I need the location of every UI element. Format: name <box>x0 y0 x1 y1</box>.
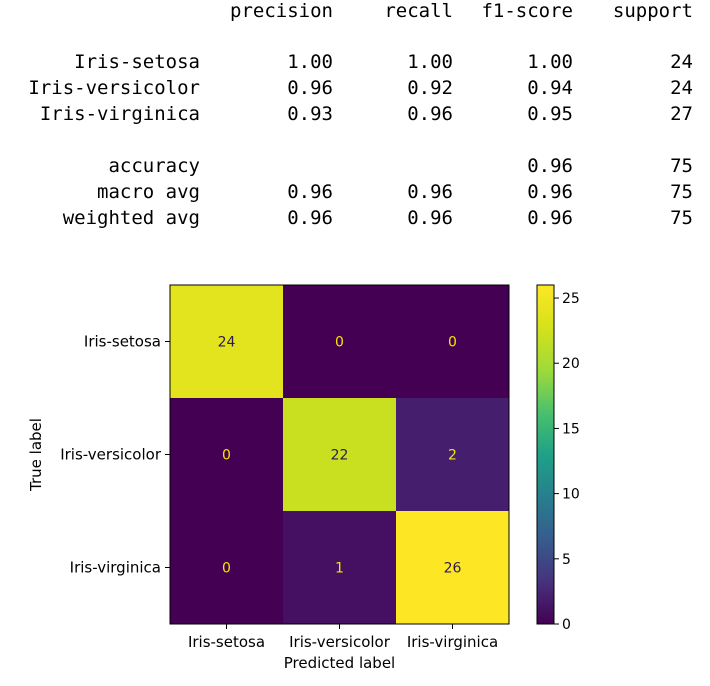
report-summary-recall: 0.96 <box>407 181 453 203</box>
y-tick-label: Iris-versicolor <box>60 446 162 464</box>
report-header-recall: recall <box>384 0 453 22</box>
y-axis-label: True label <box>27 418 45 492</box>
x-tick-label: Iris-setosa <box>188 633 265 651</box>
colorbar-tick-label: 5 <box>562 552 571 568</box>
colorbar-tick-label: 15 <box>562 421 580 437</box>
report-summary-label: weighted avg <box>62 207 200 229</box>
x-axis-label: Predicted label <box>284 654 395 672</box>
heatmap-cell <box>396 285 509 398</box>
report-row-label: Iris-virginica <box>39 103 200 125</box>
y-tick-label: Iris-virginica <box>70 559 161 577</box>
heatmap-cell-value: 0 <box>222 448 231 464</box>
heatmap-cell <box>283 511 396 624</box>
x-axis-ticks: Iris-setosa Iris-versicolor Iris-virginica <box>188 624 498 651</box>
confusion-matrix-chart: 24 0 00 22 20 1 26 Iris-setosa Iris-versicolor I… <box>27 284 580 672</box>
heatmap-cell <box>283 285 396 398</box>
report-row-label: Iris-versicolor <box>28 77 200 99</box>
colorbar-tick-label: 10 <box>562 487 580 503</box>
report-summary-support: 75 <box>670 181 693 203</box>
heatmap-cell-value: 2 <box>448 448 457 464</box>
report-row-f1: 1.00 <box>527 51 573 73</box>
report-summary-recall: 0.96 <box>407 207 453 229</box>
classification-report: precision recall f1-score support Iris-setos… <box>0 0 710 240</box>
report-summary-precision: 0.96 <box>287 181 333 203</box>
report-row-f1: 0.94 <box>527 77 573 99</box>
heatmap-cell-value: 26 <box>444 561 462 577</box>
report-row-recall: 1.00 <box>407 51 453 73</box>
report-row-support: 27 <box>670 103 693 125</box>
heatmap-cell <box>396 398 509 511</box>
report-row-label: Iris-setosa <box>74 51 200 73</box>
report-row-f1: 0.95 <box>527 103 573 125</box>
heatmap-cell-value: 22 <box>331 448 349 464</box>
report-header-f1-score: f1-score <box>481 0 573 22</box>
report-header-precision: precision <box>230 0 333 22</box>
heatmap-cell <box>170 511 283 624</box>
report-summary-f1: 0.96 <box>527 155 573 177</box>
report-summary-support: 75 <box>670 207 693 229</box>
report-row-support: 24 <box>670 77 693 99</box>
report-summary-f1: 0.96 <box>527 207 573 229</box>
heatmap-cell-value: 24 <box>218 335 236 351</box>
report-summary-label: macro avg <box>97 181 200 203</box>
report-summary-f1: 0.96 <box>527 181 573 203</box>
x-tick-label: Iris-virginica <box>407 633 498 651</box>
x-tick-label: Iris-versicolor <box>289 633 391 651</box>
colorbar-ticks: 0 5 10 15 20 25 <box>554 291 580 633</box>
report-row-precision: 0.93 <box>287 103 333 125</box>
heatmap-cell-value: 0 <box>222 561 231 577</box>
report-header-support: support <box>612 0 693 22</box>
heatmap-cell <box>283 398 396 511</box>
y-tick-label: Iris-setosa <box>84 333 161 351</box>
heatmap-cell-value: 0 <box>448 335 457 351</box>
heatmap-cell-value: 1 <box>335 561 344 577</box>
colorbar-tick-label: 0 <box>562 617 571 633</box>
heatmap-cell <box>396 511 509 624</box>
colorbar <box>536 284 555 625</box>
y-axis-ticks: Iris-setosa Iris-versicolor Iris-virginica <box>60 333 170 577</box>
report-summary-precision: 0.96 <box>287 207 333 229</box>
report-summary-label: accuracy <box>108 155 200 177</box>
report-row-precision: 0.96 <box>287 77 333 99</box>
report-row-recall: 0.96 <box>407 103 453 125</box>
colorbar-tick-label: 25 <box>562 291 580 307</box>
report-row-recall: 0.92 <box>407 77 453 99</box>
report-summary-support: 75 <box>670 155 693 177</box>
heatmap-cell <box>170 285 283 398</box>
colorbar-tick-label: 20 <box>562 356 580 372</box>
heatmap-cell-value: 0 <box>335 335 344 351</box>
report-row-precision: 1.00 <box>287 51 333 73</box>
heatmap-cells <box>170 285 509 624</box>
heatmap-cell-labels: 24 0 00 22 20 1 26 <box>218 335 462 577</box>
heatmap-cell <box>170 398 283 511</box>
report-row-support: 24 <box>670 51 693 73</box>
